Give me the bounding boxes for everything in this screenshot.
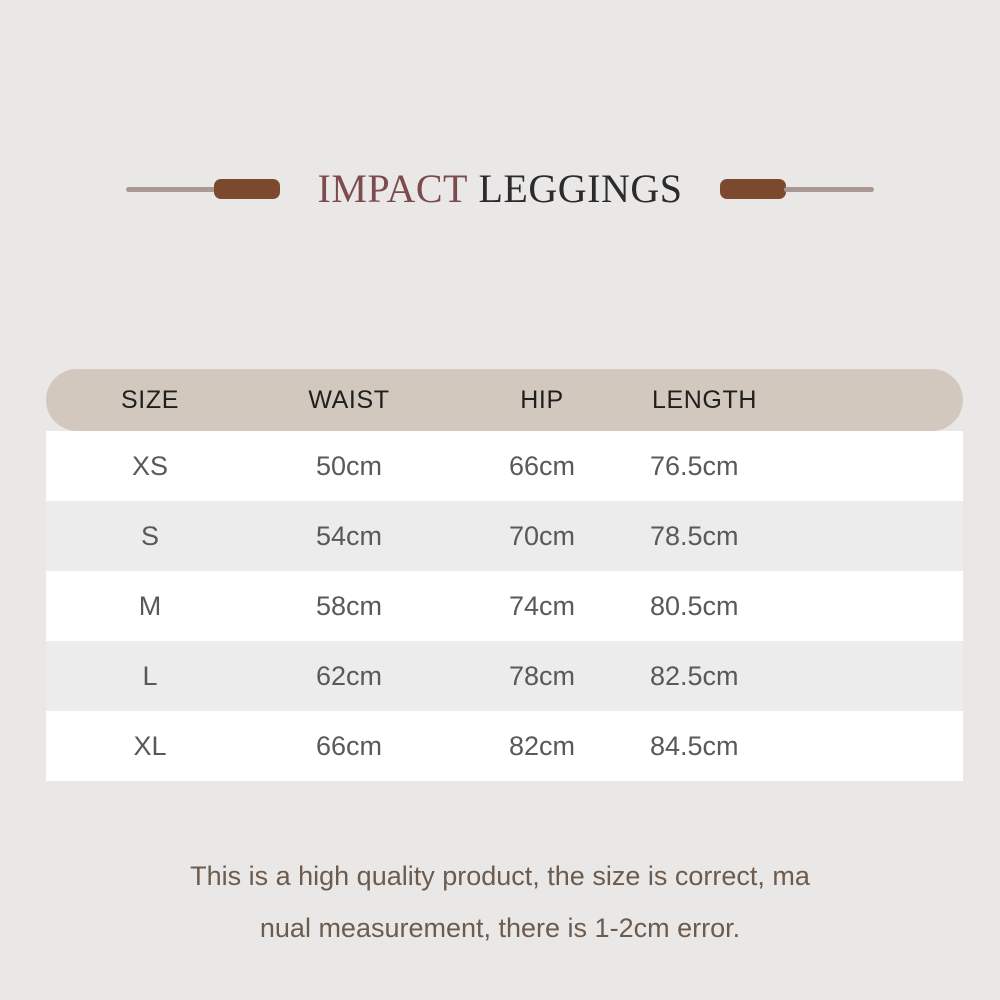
table-row: M 58cm 74cm 80.5cm: [46, 571, 963, 641]
ornament-left-line: [125, 186, 216, 192]
cell-waist: 66cm: [315, 730, 383, 761]
ornament-right-line: [784, 186, 875, 192]
column-header-waist: WAIST: [308, 385, 390, 414]
page-title-secondary: LEGGINGS: [478, 166, 683, 211]
cell-size: XL: [133, 730, 167, 761]
column-header-size: SIZE: [121, 385, 179, 414]
table-row: S 54cm 70cm 78.5cm: [46, 501, 963, 571]
cell-length: 84.5cm: [650, 730, 739, 761]
cell-hip: 66cm: [508, 450, 576, 481]
measurement-disclaimer: This is a high quality product, the size…: [120, 850, 880, 954]
cell-length: 80.5cm: [650, 590, 739, 621]
table-row: L 62cm 78cm 82.5cm: [46, 641, 963, 711]
cell-size: S: [140, 520, 159, 551]
cell-length: 78.5cm: [650, 520, 739, 551]
page-title-primary: IMPACT: [317, 166, 468, 211]
table-row: XL 66cm 82cm 84.5cm: [46, 711, 963, 781]
cell-waist: 54cm: [315, 520, 383, 551]
cell-hip: 70cm: [508, 520, 576, 551]
cell-size: XS: [131, 450, 169, 481]
cell-size: M: [138, 590, 162, 621]
disclaimer-line-1: This is a high quality product, the size…: [190, 861, 810, 891]
cell-hip: 74cm: [508, 590, 576, 621]
cell-hip: 82cm: [508, 730, 576, 761]
column-header-length: LENGTH: [652, 385, 758, 414]
table-row: XS 50cm 66cm 76.5cm: [46, 431, 963, 501]
column-header-hip: HIP: [520, 385, 564, 414]
ornament-left-bar: [213, 179, 280, 199]
cell-waist: 58cm: [315, 590, 383, 621]
ornament-right: [720, 179, 875, 199]
title-banner: IMPACT LEGGINGS: [0, 158, 1000, 220]
cell-length: 82.5cm: [650, 660, 739, 691]
ornament-left: [125, 179, 280, 199]
cell-length: 76.5cm: [650, 450, 739, 481]
ornament-right-bar: [720, 179, 787, 199]
table-header-row: SIZE WAIST HIP LENGTH: [46, 369, 963, 431]
disclaimer-line-2: nual measurement, there is 1-2cm error.: [259, 913, 741, 943]
cell-waist: 50cm: [315, 450, 383, 481]
cell-waist: 62cm: [315, 660, 383, 691]
size-chart-table: SIZE WAIST HIP LENGTH XS 50cm 66cm 76.5c…: [46, 369, 963, 781]
page-title: IMPACT LEGGINGS: [280, 169, 721, 209]
cell-hip: 78cm: [508, 660, 576, 691]
cell-size: L: [142, 660, 158, 691]
